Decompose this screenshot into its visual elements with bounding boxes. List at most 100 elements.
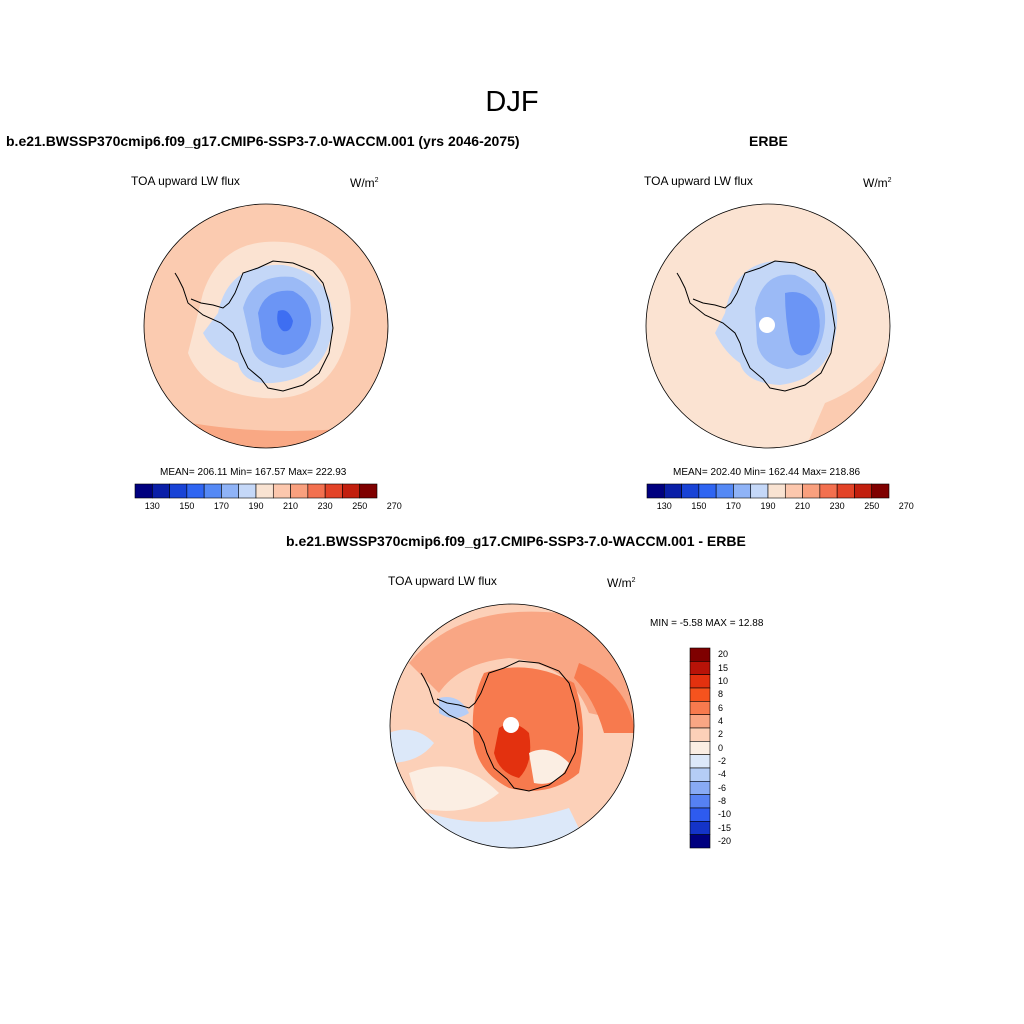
- model-colorbar-box-8: [272, 483, 291, 499]
- obs-colorbar-box-12: [854, 483, 873, 499]
- model-colorbar-tick-label: 210: [283, 501, 299, 511]
- diff-continent-warm: [472, 667, 583, 791]
- model-stats: MEAN= 206.11 Min= 167.57 Max= 222.93: [160, 467, 347, 478]
- obs-colorbar-box-3: [698, 483, 717, 499]
- diff-continent-hot: [494, 724, 531, 778]
- obs-polar-map: [645, 203, 891, 449]
- diff-colorbar-box-6: [689, 727, 711, 742]
- diff-units: W/m2: [607, 576, 636, 590]
- model-colorbar-box-11: [324, 483, 343, 499]
- model-colorbar-box-4: [203, 483, 222, 499]
- model-units: W/m2: [350, 176, 379, 190]
- model-ice-core: [277, 310, 293, 332]
- model-colorbar-box-5: [221, 483, 240, 499]
- obs-colorbar-box-8: [784, 483, 803, 499]
- diff-colorbar-tick-label: -2: [718, 756, 727, 766]
- diff-pole-hole: [503, 717, 519, 733]
- diff-colorbar-box-12: [689, 807, 711, 822]
- diff-colorbar-tick-label: 4: [718, 716, 724, 726]
- diff-continent-neutral: [529, 749, 569, 784]
- model-colorbar-box-6: [238, 483, 257, 499]
- diff-colorbar-box-8: [689, 754, 711, 769]
- diff-colorbar-tick-label: -10: [718, 809, 732, 820]
- model-coastline: [174, 260, 334, 392]
- model-colorbar-box-7: [255, 483, 274, 499]
- obs-colorbar-box-13: [871, 483, 890, 499]
- model-colorbar-box-9: [290, 483, 309, 499]
- obs-colorbar-tick-label: 230: [829, 501, 845, 511]
- diff-stats: MIN = -5.58 MAX = 12.88: [650, 618, 764, 629]
- diff-colorbar-box-14: [689, 834, 711, 849]
- obs-colorbar-tick-label: 170: [725, 501, 741, 511]
- diff-colorbar-box-1: [689, 661, 711, 675]
- diff-colorbar-box-4: [689, 701, 711, 715]
- obs-colorbar-tick-label: 190: [760, 501, 776, 511]
- diff-colorbar-tick-label: 6: [718, 702, 724, 713]
- obs-variable-label: TOA upward LW flux: [644, 174, 753, 188]
- obs-units: W/m2: [863, 176, 892, 190]
- obs-colorbar-box-4: [715, 483, 734, 499]
- figure-title: DJF: [485, 86, 539, 118]
- model-colorbar-box-13: [359, 483, 378, 499]
- diff-panel-title: b.e21.BWSSP370cmip6.f09_g17.CMIP6-SSP3-7…: [286, 533, 746, 549]
- obs-colorbar-box-1: [663, 483, 682, 499]
- diff-colorbar-box-11: [689, 794, 711, 809]
- diff-colorbar-ticks: 20 15 10 8 6 4 2 0 -2 -4 -6 -8 -10 -15 -20: [718, 648, 758, 848]
- diff-colorbar-tick-label: -20: [718, 836, 732, 846]
- obs-colorbar-box-10: [819, 483, 838, 499]
- obs-colorbar-box-5: [733, 483, 752, 499]
- obs-coastline: [676, 260, 836, 392]
- model-colorbar-tick-label: 190: [248, 501, 264, 511]
- diff-cool-west: [390, 729, 434, 763]
- diff-colorbar-box-10: [689, 781, 711, 795]
- diff-colorbar-box-2: [689, 674, 711, 689]
- diff-colorbar-tick-label: 2: [718, 729, 724, 740]
- diff-colorbar-tick-label: 0: [718, 742, 724, 753]
- obs-colorbar-box-2: [681, 483, 700, 499]
- obs-colorbar-box-7: [767, 483, 786, 499]
- diff-colorbar-tick-label: 10: [718, 676, 729, 686]
- diff-colorbar-tick-label: -15: [718, 822, 732, 833]
- diff-colorbar-tick-label: -8: [718, 796, 727, 806]
- obs-colorbar-tick-label: 210: [795, 501, 811, 511]
- diff-colorbar-box-0: [689, 647, 711, 662]
- model-polar-map: [143, 203, 389, 449]
- model-colorbar-tick-label: 170: [213, 501, 229, 511]
- model-colorbar-box-1: [151, 483, 170, 499]
- diff-colorbar-tick-label: 15: [718, 662, 729, 673]
- diff-colorbar-tick-label: 20: [718, 649, 729, 660]
- diff-colorbar-tick-label: -4: [718, 769, 727, 780]
- model-colorbar-box-12: [342, 483, 361, 499]
- obs-colorbar-box-6: [750, 483, 769, 499]
- diff-warm-east: [574, 663, 634, 733]
- diff-colorbar-tick-label: 8: [718, 689, 724, 700]
- obs-colorbar-box-9: [802, 483, 821, 499]
- obs-colorbar-tick-label: 150: [691, 501, 707, 511]
- obs-ice-deep: [785, 292, 820, 356]
- diff-polar-map: [389, 603, 635, 849]
- obs-colorbar-box-0: [646, 483, 665, 499]
- obs-colorbar-ticks: 130 150 170 190 210 230 250 270: [647, 501, 914, 513]
- diff-colorbar-box-13: [689, 821, 711, 835]
- diff-coastline: [420, 660, 580, 792]
- obs-panel-title: ERBE: [749, 133, 788, 149]
- obs-colorbar: [646, 483, 890, 499]
- diff-colorbar-tick-label: -6: [718, 782, 727, 793]
- model-colorbar-ticks: 130 150 170 190 210 230 250 270: [135, 501, 402, 513]
- obs-colorbar-tick-label: 270: [898, 501, 914, 511]
- diff-colorbar-box-3: [689, 687, 711, 702]
- diff-colorbar-box-5: [689, 714, 711, 729]
- model-colorbar-tick-label: 230: [317, 501, 333, 511]
- obs-colorbar-box-11: [836, 483, 855, 499]
- diff-warm-north: [409, 611, 634, 723]
- model-colorbar-box-2: [169, 483, 188, 499]
- obs-stats: MEAN= 202.40 Min= 162.44 Max= 218.86: [673, 467, 861, 478]
- model-panel-title: b.e21.BWSSP370cmip6.f09_g17.CMIP6-SSP3-7…: [6, 133, 520, 149]
- model-variable-label: TOA upward LW flux: [131, 174, 240, 188]
- diff-colorbar: [689, 647, 711, 849]
- obs-colorbar-tick-label: 250: [864, 501, 880, 511]
- model-colorbar-tick-label: 250: [352, 501, 368, 511]
- model-colorbar-tick-label: 130: [144, 501, 160, 511]
- model-colorbar-tick-label: 150: [179, 501, 195, 511]
- model-colorbar-box-3: [186, 483, 205, 499]
